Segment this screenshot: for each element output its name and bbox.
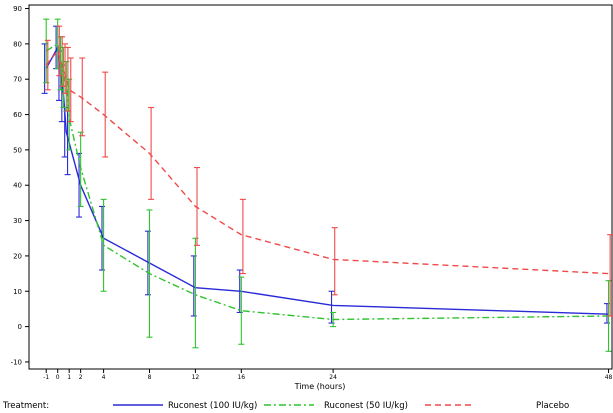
x-tick-label: 2 xyxy=(79,374,83,381)
x-tick-label: 16 xyxy=(237,374,245,381)
legend-label-3: Placebo xyxy=(536,401,569,411)
legend: Treatment: Ruconest (100 IU/kg) Ruconest … xyxy=(2,401,569,411)
y-tick-label: 50 xyxy=(13,146,22,154)
legend-label-2: Ruconest (50 IU/kg) xyxy=(324,401,408,411)
series-line xyxy=(45,45,609,315)
series-line xyxy=(45,49,609,275)
x-tick-label: 48 xyxy=(605,374,613,381)
data-series-group xyxy=(41,18,613,352)
y-axis: -10 0 10 20 30 40 50 60 70 80 90 xyxy=(11,5,29,366)
y-tick-label: 60 xyxy=(13,111,22,119)
series-2 xyxy=(43,18,612,352)
x-tick-label: 4 xyxy=(102,374,106,381)
x-tick-label: 24 xyxy=(329,374,337,381)
y-tick-label: 90 xyxy=(13,5,22,13)
legend-label-1: Ruconest (100 IU/kg) xyxy=(168,401,257,411)
x-axis: -1 0 1 2 4 8 12 16 24 48 xyxy=(43,369,613,381)
plot-area xyxy=(28,4,613,370)
x-tick-label: 12 xyxy=(192,374,200,381)
x-axis-label: Time (hours) xyxy=(294,382,346,391)
y-tick-label: 30 xyxy=(13,217,22,225)
series-1 xyxy=(41,25,610,324)
y-tick-label: 10 xyxy=(13,288,22,296)
y-tick-label: 80 xyxy=(13,40,22,48)
series-line xyxy=(45,42,609,321)
y-tick-label: 70 xyxy=(13,76,22,84)
legend-title: Treatment: xyxy=(2,401,49,411)
x-tick-label: 1 xyxy=(67,374,71,381)
x-tick-label: 0 xyxy=(56,374,60,381)
y-tick-label: 20 xyxy=(13,252,22,260)
y-tick-label: 0 xyxy=(18,323,22,331)
x-tick-label: 8 xyxy=(148,374,152,381)
y-tick-label: 40 xyxy=(13,182,22,190)
x-tick-label: -1 xyxy=(43,374,49,381)
y-tick-label: -10 xyxy=(11,358,22,366)
series-3 xyxy=(44,25,613,317)
